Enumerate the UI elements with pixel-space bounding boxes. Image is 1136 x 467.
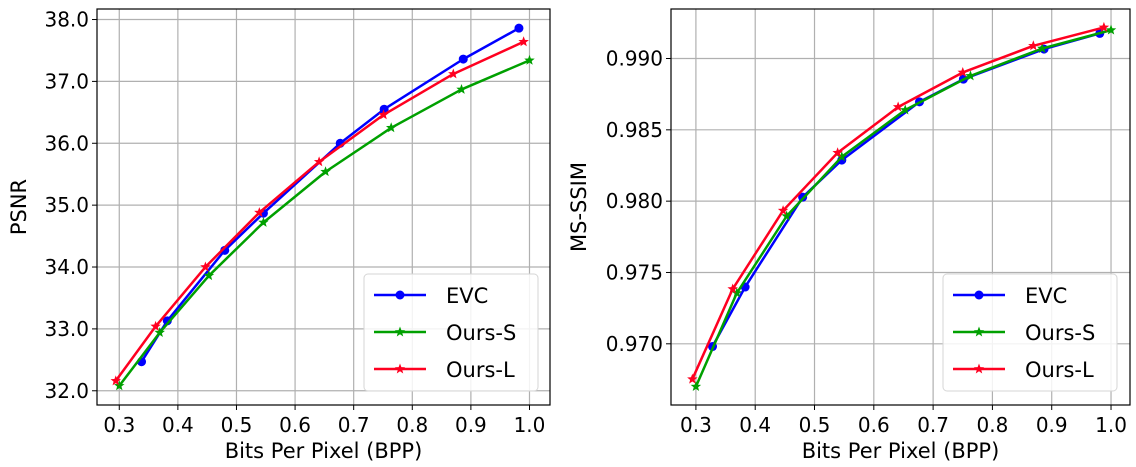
series-line [694, 28, 1112, 388]
series-ours-s [114, 54, 535, 391]
series-line [691, 26, 1105, 380]
x-axis-label: Bits Per Pixel (BPP) [225, 439, 423, 463]
data-point [1105, 24, 1117, 35]
plot-frame [670, 8, 1131, 406]
series-ours-l [110, 36, 529, 386]
legend-marker [394, 363, 406, 374]
legend-marker [973, 326, 985, 337]
data-point [957, 66, 968, 77]
x-tick-label: 0.3 [680, 413, 712, 437]
data-point [154, 327, 165, 338]
legend-box [942, 273, 1118, 392]
data-point [1098, 21, 1110, 32]
series-line [118, 59, 530, 387]
data-point [203, 270, 215, 281]
x-tick-label: 0.7 [917, 413, 949, 437]
x-tick-label: 0.4 [162, 413, 194, 437]
data-point [836, 151, 848, 162]
data-point [781, 210, 792, 221]
data-point [320, 166, 331, 177]
y-tick-label: 0.975 [606, 260, 663, 284]
x-tick-label: 0.7 [338, 413, 370, 437]
x-tick-label: 1.0 [1095, 413, 1127, 437]
legend-marker [974, 290, 984, 300]
data-point [777, 205, 789, 216]
legend: EVC Ours-S Ours-L [942, 273, 1118, 392]
data-point [965, 70, 976, 81]
data-point [1037, 43, 1048, 53]
data-point [378, 109, 389, 120]
y-tick-label: 0.985 [606, 118, 663, 142]
data-point [518, 36, 529, 47]
y-axis-label: MS-SSIM [567, 162, 591, 252]
x-tick-label: 0.5 [221, 413, 253, 437]
data-point [687, 373, 698, 384]
x-axis-label: Bits Per Pixel (BPP) [802, 439, 1000, 463]
data-point [379, 104, 389, 114]
x-tick-label: 0.9 [455, 413, 487, 437]
x-tick-label: 1.0 [514, 413, 546, 437]
legend-label: Ours-L [1025, 358, 1094, 382]
x-tick-label: 0.6 [279, 413, 311, 437]
x-tick-label: 0.6 [858, 413, 890, 437]
y-tick-label: 32.0 [44, 379, 89, 403]
legend-label: Ours-S [1025, 321, 1095, 345]
chart-panel-psnr: 0.3 0.4 0.5 0.6 0.7 0.8 0.9 1.0 32.0 33.0 34.0 35.0… [7, 8, 551, 463]
y-tick-label: 33.0 [44, 317, 89, 341]
x-tick-label: 0.9 [1036, 413, 1068, 437]
data-point [456, 83, 467, 94]
data-point [448, 68, 459, 79]
data-point [458, 54, 468, 64]
y-tick-label: 37.0 [44, 69, 89, 93]
x-tick-label: 0.3 [103, 413, 135, 437]
y-tick-label: 0.970 [606, 332, 663, 356]
y-axis-label: PSNR [7, 179, 31, 235]
legend-label: EVC [1025, 284, 1067, 308]
data-point [727, 283, 738, 294]
y-tick-label: 0.990 [606, 47, 663, 71]
legend-label: EVC [446, 284, 488, 308]
x-tick-label: 0.8 [396, 413, 428, 437]
legend-marker [973, 363, 985, 374]
data-point [1028, 40, 1039, 51]
data-point [258, 216, 269, 227]
series-ours-l [687, 21, 1110, 384]
legend-marker [395, 290, 405, 300]
data-point [832, 147, 843, 158]
data-point [313, 156, 325, 167]
legend-marker [394, 326, 406, 337]
series-ours-s [690, 24, 1117, 392]
x-tick-label: 0.4 [739, 413, 771, 437]
y-tick-label: 38.0 [44, 8, 89, 32]
data-point [524, 54, 535, 65]
y-tick-label: 0.980 [606, 189, 663, 213]
data-point [514, 23, 524, 33]
x-tick-label: 0.8 [977, 413, 1009, 437]
data-point [200, 261, 211, 272]
series-line [140, 27, 520, 363]
legend-box [363, 273, 539, 392]
data-point [385, 122, 397, 133]
plot-frame [96, 8, 551, 406]
legend: EVC Ours-S Ours-L [363, 273, 539, 392]
legend-label: Ours-S [446, 321, 516, 345]
x-tick-label: 0.5 [799, 413, 831, 437]
data-point [892, 101, 904, 112]
y-tick-label: 36.0 [44, 131, 89, 155]
data-point [731, 287, 743, 298]
data-point [114, 380, 125, 391]
data-point [254, 207, 265, 218]
data-point [690, 381, 702, 392]
data-point [900, 104, 911, 115]
data-point [150, 320, 161, 331]
series-line [114, 40, 525, 382]
chart-panel-ms-ssim: 0.3 0.4 0.5 0.6 0.7 0.8 0.9 1.0 0.970 0.975 0.980 0… [567, 8, 1131, 463]
y-tick-label: 35.0 [44, 193, 89, 217]
data-point [110, 375, 121, 386]
y-tick-label: 34.0 [44, 255, 89, 279]
legend-label: Ours-L [446, 358, 515, 382]
